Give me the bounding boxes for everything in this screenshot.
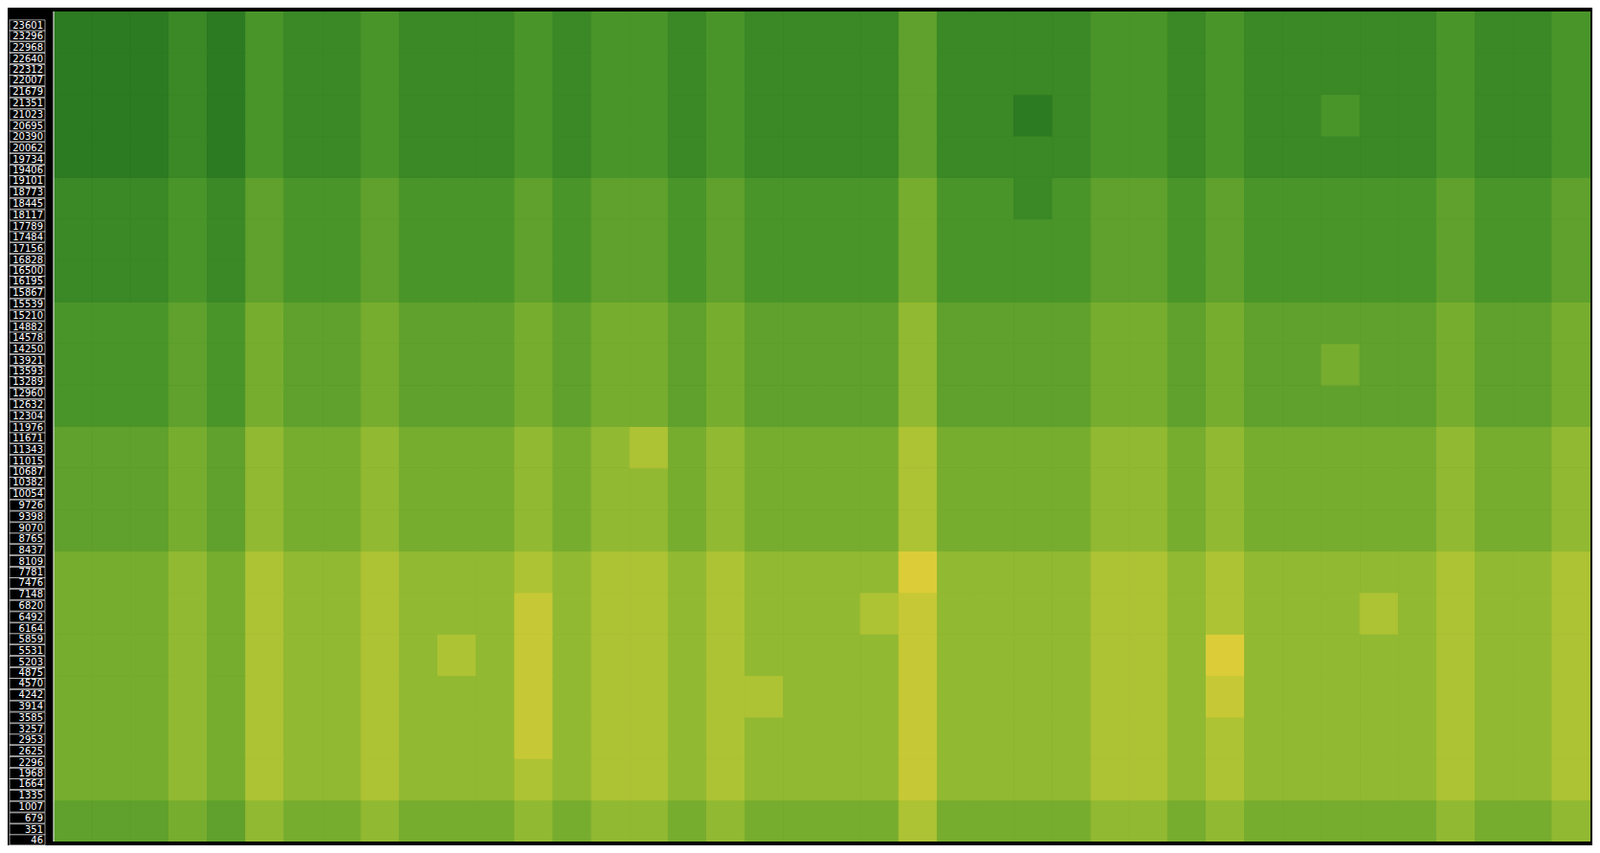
- svg-text:12960: 12960: [12, 387, 44, 399]
- svg-text:12304: 12304: [12, 410, 44, 422]
- svg-text:9398: 9398: [19, 511, 44, 522]
- svg-text:18773: 18773: [12, 186, 44, 198]
- svg-text:16828: 16828: [12, 254, 44, 266]
- svg-text:20062: 20062: [12, 142, 44, 154]
- svg-text:20695: 20695: [12, 120, 44, 132]
- svg-text:4570: 4570: [19, 677, 44, 689]
- svg-text:14882: 14882: [12, 321, 44, 333]
- svg-text:18117: 18117: [12, 209, 44, 221]
- svg-text:3257: 3257: [19, 723, 44, 734]
- svg-text:5531: 5531: [19, 644, 44, 656]
- svg-text:15539: 15539: [12, 298, 44, 310]
- svg-text:2296: 2296: [19, 756, 44, 768]
- svg-text:2625: 2625: [19, 745, 44, 756]
- svg-text:14250: 14250: [12, 343, 44, 355]
- svg-text:6164: 6164: [19, 622, 44, 634]
- svg-text:4875: 4875: [19, 666, 44, 678]
- svg-text:11343: 11343: [12, 444, 44, 455]
- svg-text:23601: 23601: [12, 20, 44, 31]
- svg-text:22007: 22007: [12, 74, 44, 86]
- svg-text:22640: 22640: [12, 53, 44, 65]
- svg-text:14578: 14578: [12, 332, 44, 343]
- svg-text:8437: 8437: [19, 544, 44, 556]
- svg-text:12632: 12632: [12, 399, 44, 410]
- svg-text:21679: 21679: [12, 86, 44, 97]
- svg-text:17156: 17156: [12, 243, 44, 254]
- svg-text:13593: 13593: [12, 365, 44, 377]
- svg-text:2953: 2953: [19, 733, 44, 745]
- svg-text:351: 351: [24, 823, 44, 835]
- svg-text:7148: 7148: [19, 588, 44, 600]
- svg-text:8109: 8109: [19, 555, 44, 567]
- svg-text:1007: 1007: [19, 800, 44, 812]
- svg-text:7781: 7781: [19, 566, 44, 578]
- svg-text:20390: 20390: [12, 131, 44, 142]
- svg-text:15867: 15867: [12, 287, 44, 298]
- svg-text:13921: 13921: [12, 355, 44, 366]
- svg-text:19734: 19734: [12, 154, 44, 165]
- svg-text:17789: 17789: [12, 221, 44, 232]
- svg-text:3914: 3914: [19, 700, 44, 712]
- svg-text:22968: 22968: [12, 42, 44, 53]
- svg-text:11671: 11671: [12, 432, 44, 444]
- svg-text:6492: 6492: [19, 611, 44, 623]
- svg-text:16195: 16195: [12, 275, 44, 287]
- svg-text:7476: 7476: [19, 577, 44, 588]
- svg-text:679: 679: [24, 812, 44, 823]
- svg-text:9726: 9726: [19, 499, 44, 511]
- svg-text:18445: 18445: [12, 198, 44, 209]
- svg-text:5203: 5203: [19, 656, 44, 667]
- svg-text:8765: 8765: [19, 533, 44, 544]
- svg-text:1968: 1968: [19, 767, 44, 778]
- svg-text:10382: 10382: [12, 476, 44, 488]
- svg-text:1664: 1664: [19, 777, 44, 789]
- svg-text:22312: 22312: [12, 64, 44, 75]
- svg-text:23296: 23296: [12, 30, 44, 42]
- svg-text:19101: 19101: [12, 175, 44, 186]
- svg-text:21023: 21023: [12, 109, 44, 120]
- svg-text:46: 46: [30, 834, 44, 845]
- svg-text:15210: 15210: [12, 310, 44, 321]
- svg-text:11015: 11015: [12, 455, 44, 467]
- svg-text:4242: 4242: [19, 688, 44, 700]
- svg-text:19406: 19406: [12, 164, 44, 176]
- svg-text:16500: 16500: [12, 265, 44, 276]
- svg-text:13289: 13289: [12, 376, 44, 387]
- svg-text:17484: 17484: [12, 231, 44, 243]
- svg-text:9070: 9070: [19, 522, 44, 534]
- svg-text:1335: 1335: [19, 789, 44, 800]
- svg-text:6820: 6820: [19, 600, 44, 611]
- svg-text:3585: 3585: [19, 711, 44, 723]
- svg-text:10687: 10687: [12, 466, 44, 477]
- svg-text:21351: 21351: [12, 97, 44, 109]
- svg-text:11976: 11976: [12, 422, 44, 433]
- svg-text:5859: 5859: [19, 633, 44, 645]
- svg-text:10054: 10054: [12, 488, 44, 499]
